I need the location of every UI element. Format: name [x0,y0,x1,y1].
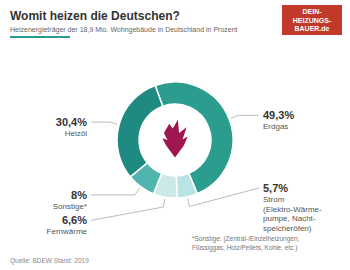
leader-line [91,122,117,124]
value-label: 6,6% [62,214,87,226]
value-label: 49,3% [263,109,294,121]
chart: Womit heizen die Deutschen? Heizenergietr… [0,0,350,270]
category-label: Sonstige* [53,202,87,211]
category-label: Heizöl [65,129,87,138]
logo-line: BAUER.de [294,25,329,32]
leader-line [91,188,140,194]
logo-line: HEIZUNGS- [293,17,332,24]
category-label-line: Strom [263,195,285,204]
logo-text: DEIN- HEIZUNGS-BAUER.de [293,8,332,32]
leader-line [231,115,259,118]
category-label: Erdgas [263,122,288,131]
category-label-line: Sonstige* [53,202,87,211]
category-label-line: pumpe, Nacht- [263,214,316,223]
source: Quelle: BDEW Stand: 2019 [10,257,89,265]
logo-box [282,5,342,35]
title: Womit heizen die Deutschen? [10,9,180,23]
footnote-line: Flüssiggas, Holz/Pellets, Kohle, etc.) [192,244,298,252]
leader-line [188,188,259,206]
footnote-line: *Sonstige: (Zentral-/Einzelheizungen, [192,235,300,243]
logo-line: DEIN- [302,8,322,15]
category-label-line: Erdgas [263,122,288,131]
category-label-line: Fernwärme [47,227,88,236]
accent-line [10,36,70,38]
footnote: *Sonstige: (Zentral-/Einzelheizungen,Flü… [192,235,300,252]
slice [117,85,163,176]
category-label-line: Heizöl [65,129,87,138]
labels: 49,3%Erdgas 5,7%Strom(Elektro-Wärme-pumpe… [47,109,322,236]
slice [176,173,197,198]
category-label-line: speicheröfen) [263,224,312,233]
category-label: Fernwärme [47,227,88,236]
donut [117,82,233,198]
value-label: 8% [71,189,87,201]
leader-line [91,199,165,220]
subtitle: Heizenergieträger der 18,9 Mio. Wohngebä… [10,26,238,34]
flame-icon [162,120,188,158]
category-label-line: (Elektro-Wärme- [263,205,322,214]
value-label: 5,7% [263,182,288,194]
value-label: 30,4% [56,116,87,128]
category-label: Strom(Elektro-Wärme-pumpe, Nacht-speiche… [263,195,322,233]
